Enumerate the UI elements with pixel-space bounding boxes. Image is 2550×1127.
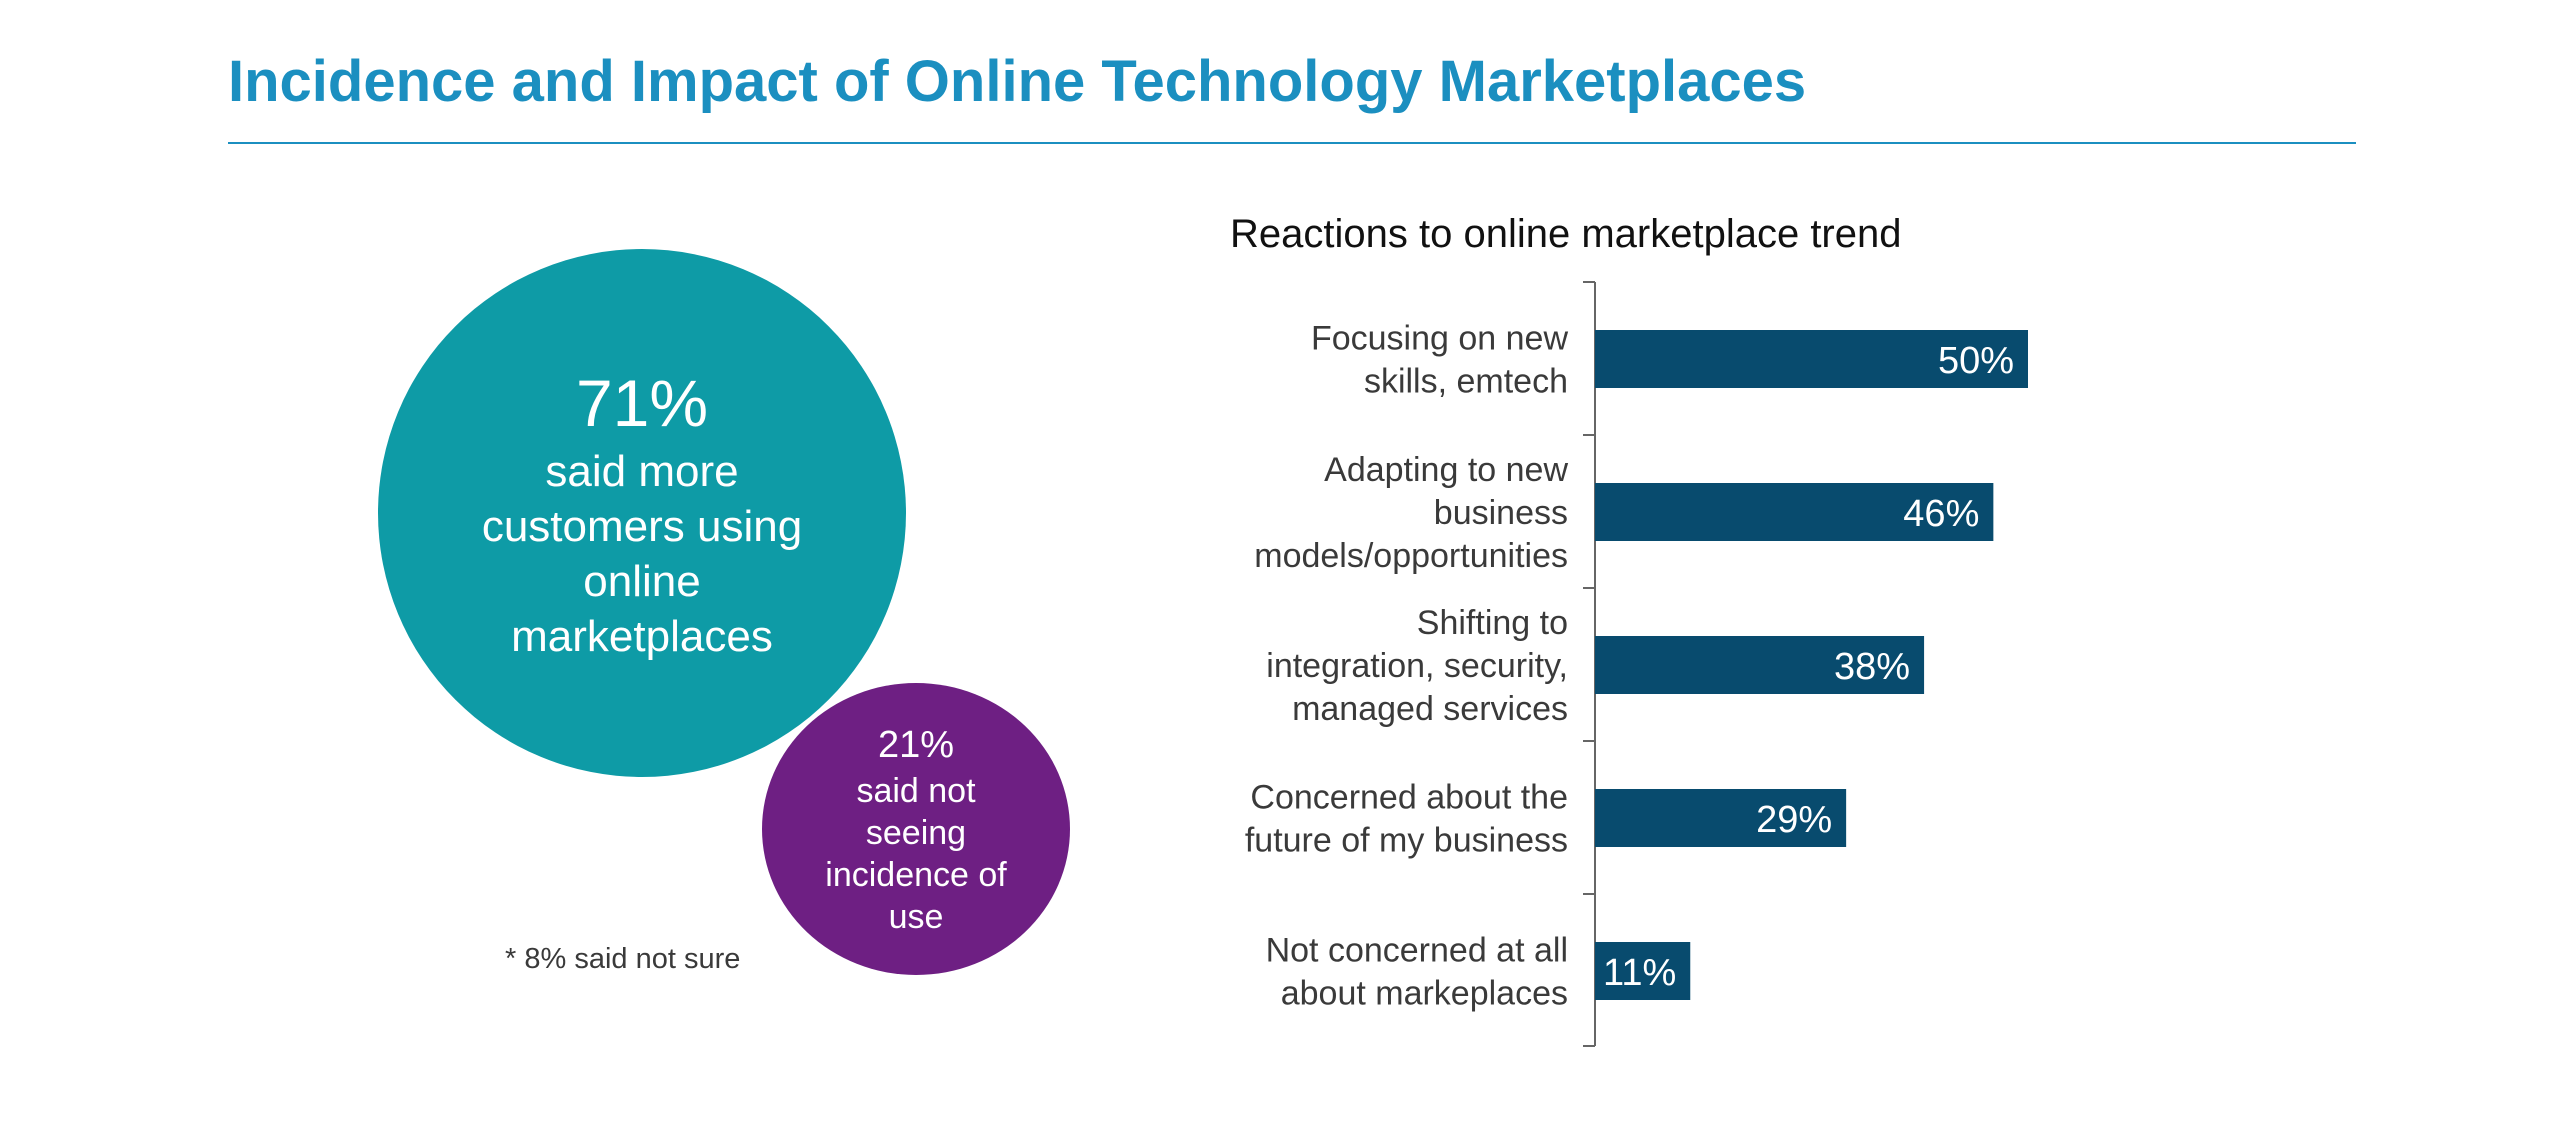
category-label: integration, security, bbox=[1266, 647, 1568, 685]
bar bbox=[1595, 330, 2028, 388]
page-title: Incidence and Impact of Online Technolog… bbox=[228, 49, 1807, 114]
bar-value-label: 38% bbox=[1834, 646, 1910, 688]
bar bbox=[1595, 483, 1994, 541]
category-label: skills, emtech bbox=[1364, 363, 1568, 401]
category-label: models/opportunities bbox=[1254, 537, 1568, 575]
category-label: Shifting to bbox=[1417, 604, 1568, 642]
category-label: Concerned about the bbox=[1250, 779, 1568, 817]
bar bbox=[1595, 942, 1691, 1000]
bar-value-label: 29% bbox=[1756, 799, 1832, 841]
secondary-bubble-value: 21% bbox=[877, 724, 955, 766]
category-label: Not concerned at all bbox=[1266, 932, 1568, 970]
primary-bubble-text: said more customers using online marketp… bbox=[481, 447, 803, 661]
category-label: Adapting to new bbox=[1324, 451, 1568, 489]
footnote: * 8% said not sure bbox=[505, 943, 741, 975]
bar bbox=[1595, 636, 1925, 694]
bar-value-label: 50% bbox=[1938, 340, 2014, 382]
category-label: Focusing on new bbox=[1311, 320, 1568, 358]
customers-using-marketplaces-bubble: 71% said more customers using online mar… bbox=[378, 249, 906, 777]
title-divider bbox=[228, 142, 2356, 144]
secondary-bubble-text: said not seeing incidence of use bbox=[825, 772, 1007, 936]
bar-value-label: 46% bbox=[1903, 493, 1979, 535]
chart-title: Reactions to online marketplace trend bbox=[1230, 212, 1902, 256]
not-seeing-incidence-bubble: 21% said not seeing incidence of use bbox=[762, 683, 1070, 975]
category-label: business bbox=[1434, 494, 1568, 532]
bar-value-label: 11% bbox=[1603, 952, 1676, 994]
category-label: about markeplaces bbox=[1281, 975, 1568, 1013]
category-label: managed services bbox=[1292, 690, 1568, 728]
category-label: future of my business bbox=[1245, 822, 1568, 860]
bar bbox=[1595, 789, 1847, 847]
primary-bubble-value: 71% bbox=[575, 366, 709, 440]
